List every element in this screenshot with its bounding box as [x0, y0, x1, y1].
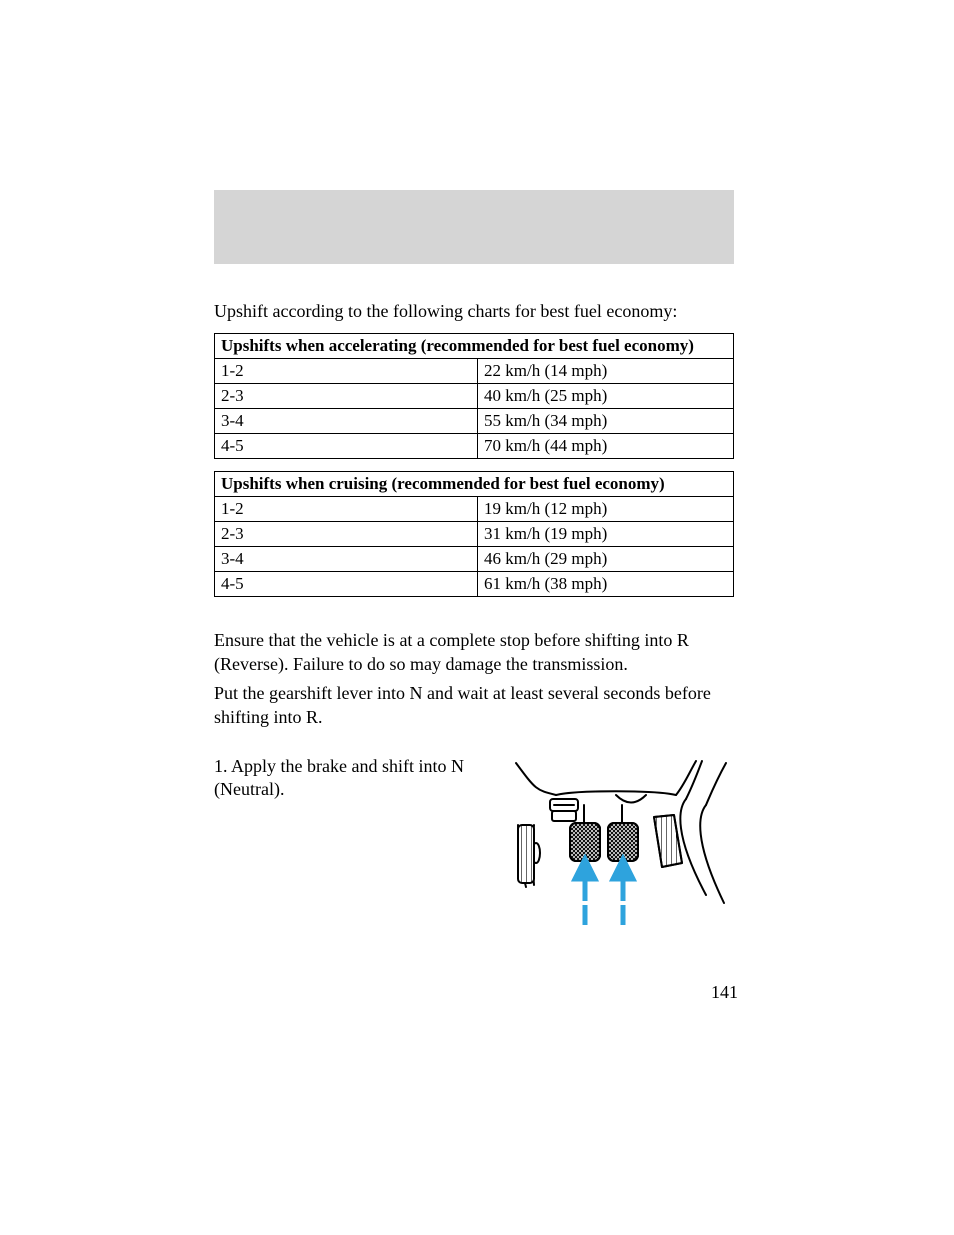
shift-cell: 2-3 [215, 384, 478, 409]
table-row: 2-3 40 km/h (25 mph) [215, 384, 734, 409]
table-row: 4-5 61 km/h (38 mph) [215, 572, 734, 597]
speed-cell: 22 km/h (14 mph) [478, 359, 734, 384]
table1-header: Upshifts when accelerating (recommended … [215, 334, 734, 359]
shift-cell: 3-4 [215, 547, 478, 572]
shift-cell: 4-5 [215, 434, 478, 459]
table-row: 2-3 31 km/h (19 mph) [215, 522, 734, 547]
page-number: 141 [711, 982, 738, 1003]
table2-header: Upshifts when cruising (recommended for … [215, 472, 734, 497]
intro-text: Upshift according to the following chart… [214, 300, 736, 323]
shift-cell: 2-3 [215, 522, 478, 547]
pedals-diagram [506, 755, 736, 935]
shift-cell: 1-2 [215, 497, 478, 522]
table-row: 3-4 46 km/h (29 mph) [215, 547, 734, 572]
table-row: 4-5 70 km/h (44 mph) [215, 434, 734, 459]
shift-cell: 1-2 [215, 359, 478, 384]
speed-cell: 70 km/h (44 mph) [478, 434, 734, 459]
shift-cell: 4-5 [215, 572, 478, 597]
neutral-instruction-text: Put the gearshift lever into N and wait … [214, 682, 736, 729]
header-band [214, 190, 734, 264]
reverse-warning-text: Ensure that the vehicle is at a complete… [214, 629, 736, 676]
speed-cell: 46 km/h (29 mph) [478, 547, 734, 572]
speed-cell: 19 km/h (12 mph) [478, 497, 734, 522]
table-row: 1-2 22 km/h (14 mph) [215, 359, 734, 384]
table-row: 3-4 55 km/h (34 mph) [215, 409, 734, 434]
shift-cell: 3-4 [215, 409, 478, 434]
speed-cell: 40 km/h (25 mph) [478, 384, 734, 409]
step-1-text: 1. Apply the brake and shift into N (Neu… [214, 755, 486, 802]
speed-cell: 31 km/h (19 mph) [478, 522, 734, 547]
speed-cell: 61 km/h (38 mph) [478, 572, 734, 597]
speed-cell: 55 km/h (34 mph) [478, 409, 734, 434]
upshift-accelerating-table: Upshifts when accelerating (recommended … [214, 333, 734, 459]
table-row: 1-2 19 km/h (12 mph) [215, 497, 734, 522]
upshift-cruising-table: Upshifts when cruising (recommended for … [214, 471, 734, 597]
